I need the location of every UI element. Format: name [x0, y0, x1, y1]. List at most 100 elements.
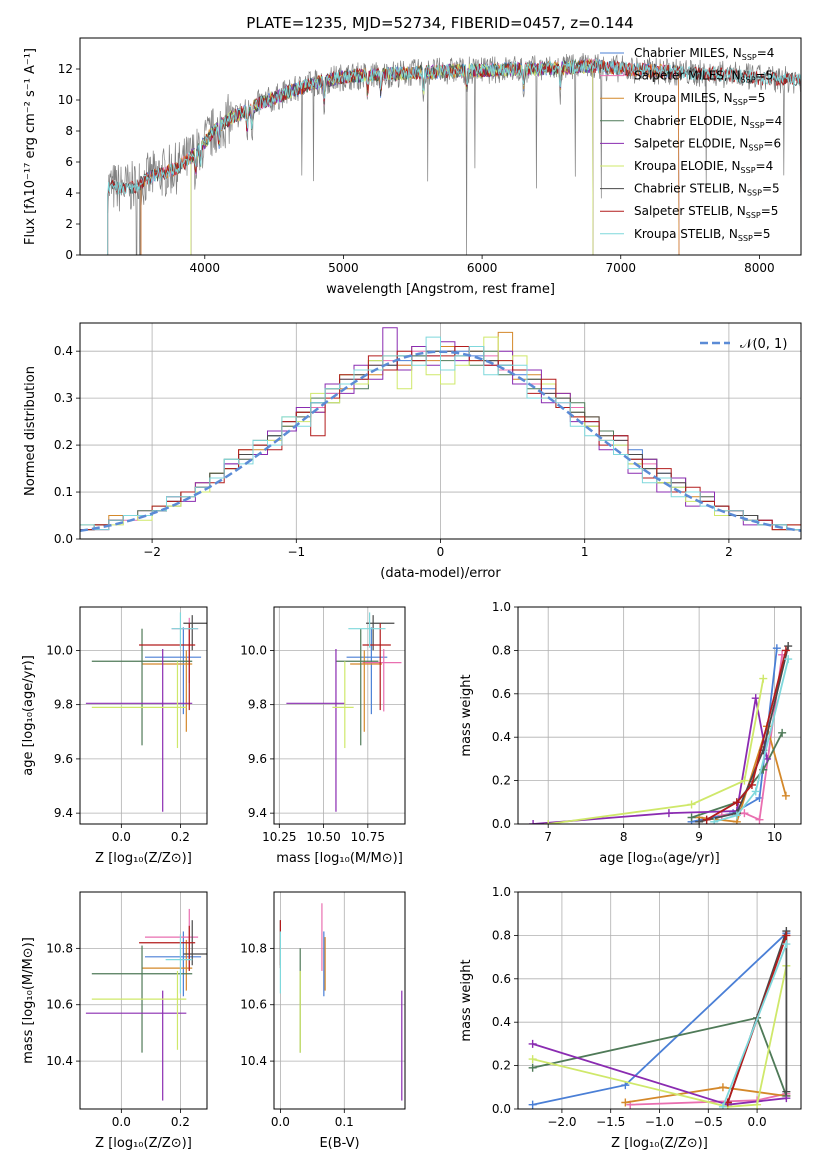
x-tick-label: 7: [544, 830, 552, 844]
x-tick-label: 9: [695, 830, 703, 844]
series-marker: [732, 798, 741, 807]
series-line: [698, 723, 787, 823]
legend-entry: Salpeter ELODIE, NSSP=6: [600, 136, 781, 152]
legend-subscript: SSP: [733, 98, 748, 107]
x-tick-label: 8000: [744, 261, 775, 275]
y-tick-label: 10.0: [240, 643, 267, 657]
y-axis-label: mass weight: [459, 959, 474, 1041]
errorbar-kroupa-stelib: [165, 934, 193, 994]
model-spectrum-kroupa-miles: [140, 60, 680, 255]
plot-area: [107, 53, 801, 255]
legend-entry: Kroupa MILES, NSSP=5: [600, 91, 765, 107]
x-tick-label: 0: [437, 545, 445, 559]
legend-text: Salpeter STELIB, N: [634, 204, 746, 218]
legend-label: Salpeter ELODIE, NSSP=6: [634, 136, 781, 152]
errorbar-kroupa-elodie: [91, 661, 187, 749]
errorbar-chabrier-miles: [144, 627, 202, 715]
errorbar-salpeter-stelib: [139, 925, 196, 971]
axes-frame: [517, 606, 802, 825]
x-axis-label: mass [log₁₀(M/M⊙)]: [276, 851, 403, 866]
y-tick-label: 0.2: [492, 774, 511, 788]
y-tick-label: 10.8: [46, 941, 73, 955]
x-tick-label: −1.0: [645, 1115, 674, 1129]
series-marker: [528, 1063, 537, 1072]
legend-subscript: SSP: [738, 234, 753, 243]
series-line: [713, 658, 790, 823]
legend-suffix: =4: [756, 159, 774, 173]
legend-subscript: SSP: [748, 143, 763, 152]
x-tick-label: 0.0: [112, 1115, 131, 1129]
errorbar-salpeter-miles: [144, 908, 199, 971]
legend-subscript: SSP: [741, 166, 756, 175]
series-kroupa-stelib: [710, 655, 793, 824]
errorbar-kroupa-miles: [142, 650, 193, 732]
model-spectrum-salpeter-miles: [140, 58, 680, 255]
y-tick-label: 1.0: [492, 600, 511, 614]
series-line: [698, 645, 790, 823]
legend-text: Chabrier ELODIE, N: [634, 114, 750, 128]
legend-text: Salpeter ELODIE, N: [634, 136, 748, 150]
panel-mass-weight-vs-metallicity: −2.0 −1.5 −1.0 −0.5 0.0 0.0 0.2 0.4 0.6 0.8 1.0 Z […: [459, 885, 802, 1151]
panel-spectrum: 4000 5000 6000 7000 8000 0 2 4 6 8 10 12 wavelength …: [23, 37, 802, 297]
x-tick-label: 4000: [190, 261, 221, 275]
axes: 7 8 9 10 0.0 0.2 0.4 0.6 0.8 1.0 age [log₁₀(age/yr…: [459, 600, 801, 866]
plot-area: [528, 927, 791, 1109]
series-marker: [732, 811, 741, 820]
series-marker: [528, 1055, 537, 1064]
y-tick-label: 0.8: [492, 643, 511, 657]
model-spectrum-kroupa-elodie: [190, 58, 594, 255]
legend-suffix: =5: [753, 227, 771, 241]
y-tick-label: 10: [58, 93, 73, 107]
series-marker: [702, 815, 711, 824]
x-tick-label: 0.1: [335, 1115, 354, 1129]
x-tick-label: −1: [287, 545, 305, 559]
y-tick-label: 4: [65, 186, 73, 200]
series-marker: [664, 809, 673, 818]
series-marker: [778, 728, 787, 737]
legend-suffix: =5: [761, 204, 779, 218]
legend-subscript: SSP: [746, 211, 761, 220]
y-tick-label: 0.2: [492, 1059, 511, 1073]
legend-suffix: =4: [757, 46, 775, 60]
y-tick-label: 9.8: [248, 698, 267, 712]
panel-age-vs-metallicity: 0.0 0.2 9.4 9.6 9.8 10.0 Z [log₁₀(Z/Z⊙)] age [l…: [21, 606, 208, 866]
legend-label: Kroupa MILES, NSSP=5: [634, 91, 765, 107]
model-spectrum-chabrier-stelib: [107, 59, 801, 255]
x-tick-label: 10: [767, 830, 782, 844]
series-marker: [781, 646, 790, 655]
axes: −2.0 −1.5 −1.0 −0.5 0.0 0.0 0.2 0.4 0.6 0.8 1.0 Z […: [459, 885, 801, 1151]
y-tick-label: 0.4: [492, 730, 511, 744]
errorbar-salpeter-elodie: [85, 649, 193, 812]
legend-text: Kroupa STELIB, N: [634, 227, 738, 241]
errorbar-salpeter-miles: [362, 649, 402, 712]
y-axis-label: Flux [fλ10⁻¹⁷ erg cm⁻² s⁻¹ A⁻¹]: [23, 48, 38, 245]
x-axis-label: (data-model)/error: [380, 566, 501, 581]
series-marker: [782, 940, 791, 949]
y-tick-label: 2: [65, 217, 73, 231]
x-axis-label: age [log₁₀(age/yr)]: [599, 851, 720, 866]
x-tick-label: −0.5: [694, 1115, 723, 1129]
axes-frame: [273, 606, 406, 825]
legend-text: Chabrier STELIB, N: [634, 182, 747, 196]
series-marker: [710, 817, 719, 824]
legend-subscript: SSP: [742, 53, 757, 62]
x-tick-label: 0.2: [171, 830, 190, 844]
legend-text: Kroupa ELODIE, N: [634, 159, 741, 173]
series-salpeter-stelib: [702, 646, 790, 824]
y-tick-label: 6: [65, 155, 73, 169]
series-kroupa-elodie: [544, 674, 768, 824]
legend-entry: Kroupa STELIB, NSSP=5: [600, 227, 771, 243]
legend-label: Chabrier STELIB, NSSP=5: [634, 182, 780, 198]
plot-area: [529, 642, 793, 824]
plot-area: [80, 327, 801, 533]
errorbar-kroupa-stelib: [171, 612, 199, 648]
series-marker: [747, 780, 756, 789]
x-tick-label: 0.0: [271, 1115, 290, 1129]
legend-entry: Chabrier STELIB, NSSP=5: [600, 182, 780, 198]
legend-label: Salpeter STELIB, NSSP=5: [634, 204, 778, 220]
series-marker: [695, 817, 704, 824]
series-marker: [751, 787, 760, 796]
y-tick-label: 10.8: [240, 941, 267, 955]
axes: 10.25 10.50 10.75 9.4 9.6 9.8 10.0 mass [log₁₀(…: [240, 607, 405, 866]
